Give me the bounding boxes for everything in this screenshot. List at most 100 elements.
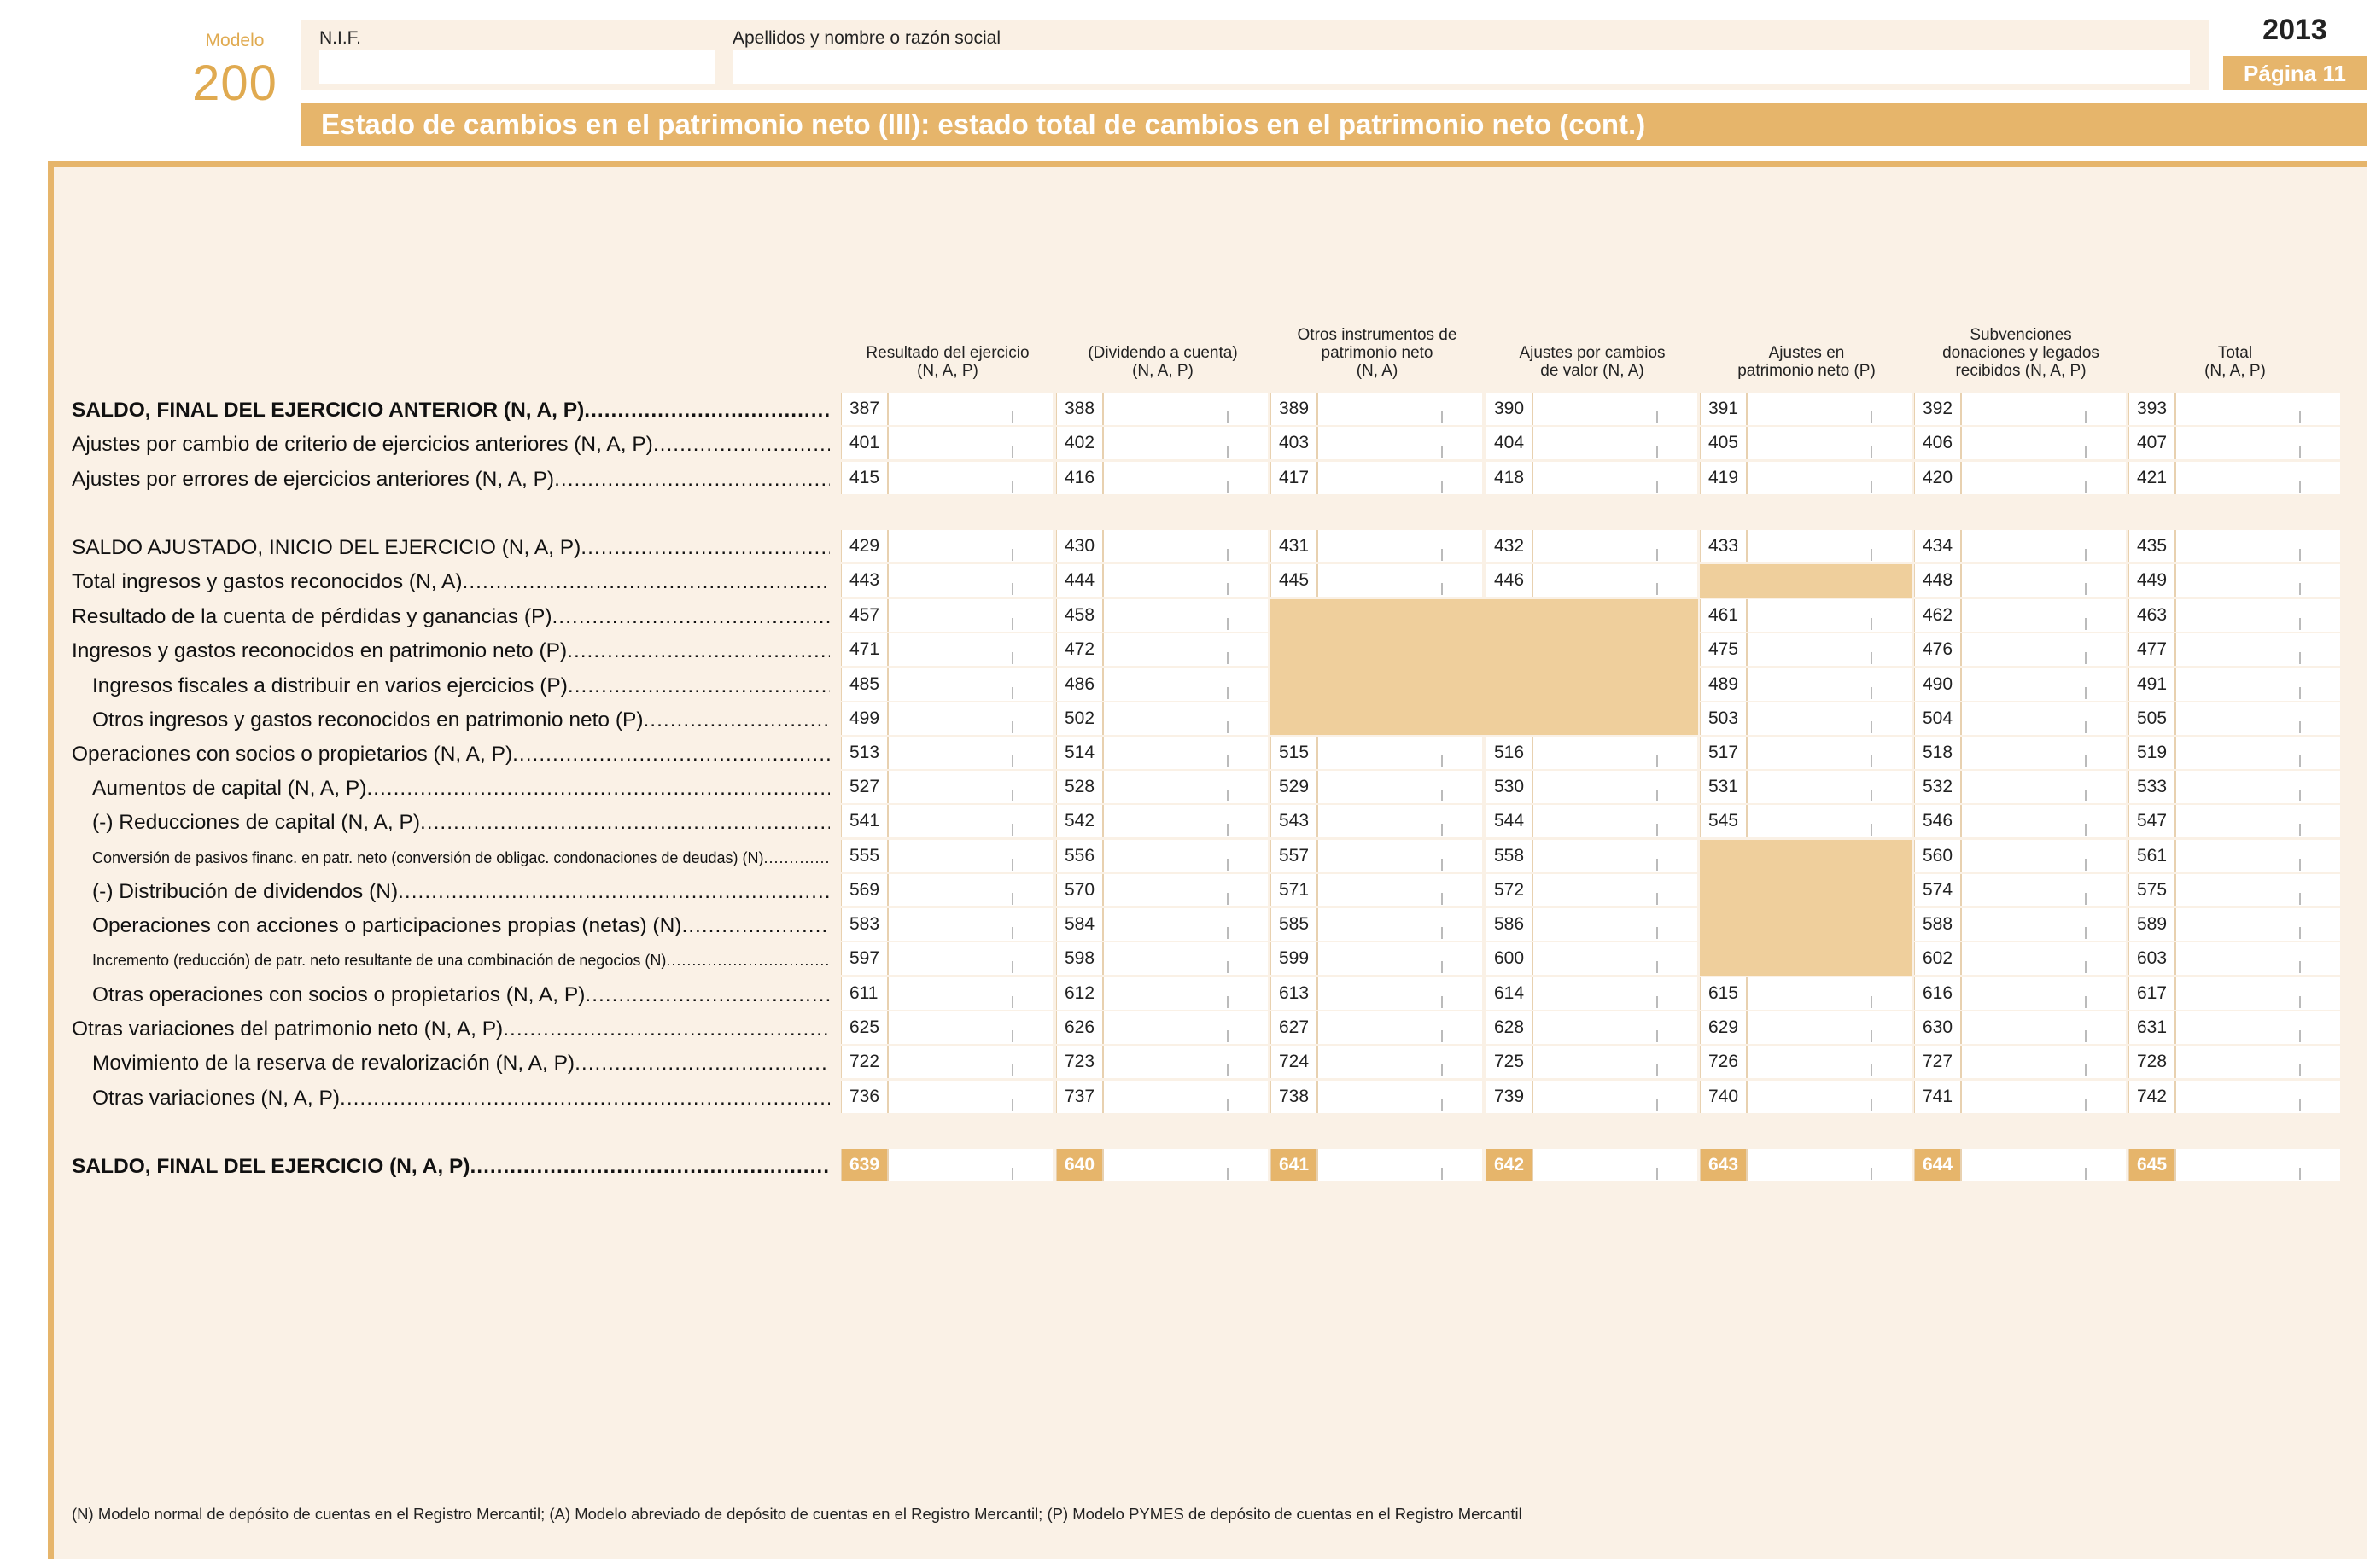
amount-input[interactable] bbox=[2176, 530, 2340, 562]
amount-input[interactable] bbox=[1962, 668, 2126, 701]
amount-input[interactable] bbox=[2176, 805, 2340, 837]
amount-input[interactable] bbox=[1104, 427, 1268, 459]
amount-input[interactable] bbox=[1318, 462, 1482, 494]
amount-input[interactable] bbox=[2176, 942, 2340, 975]
amount-input[interactable] bbox=[1104, 737, 1268, 769]
amount-input[interactable] bbox=[2176, 599, 2340, 632]
amount-input[interactable] bbox=[1962, 977, 2126, 1010]
amount-input[interactable] bbox=[889, 564, 1053, 597]
amount-input[interactable] bbox=[1748, 1081, 1912, 1113]
amount-input[interactable] bbox=[1104, 393, 1268, 425]
amount-input[interactable] bbox=[889, 1149, 1053, 1181]
amount-input[interactable] bbox=[1104, 840, 1268, 872]
amount-input[interactable] bbox=[889, 908, 1053, 941]
amount-input[interactable] bbox=[1104, 1011, 1268, 1044]
amount-input[interactable] bbox=[2176, 737, 2340, 769]
amount-input[interactable] bbox=[2176, 840, 2340, 872]
amount-input[interactable] bbox=[1533, 977, 1697, 1010]
amount-input[interactable] bbox=[1748, 633, 1912, 666]
amount-input[interactable] bbox=[1533, 1011, 1697, 1044]
amount-input[interactable] bbox=[1748, 462, 1912, 494]
amount-input[interactable] bbox=[1104, 977, 1268, 1010]
amount-input[interactable] bbox=[1533, 908, 1697, 941]
amount-input[interactable] bbox=[889, 633, 1053, 666]
amount-input[interactable] bbox=[889, 427, 1053, 459]
amount-input[interactable] bbox=[1104, 462, 1268, 494]
amount-input[interactable] bbox=[1533, 1081, 1697, 1113]
amount-input[interactable] bbox=[1962, 771, 2126, 803]
amount-input[interactable] bbox=[889, 668, 1053, 701]
amount-input[interactable] bbox=[889, 874, 1053, 906]
amount-input[interactable] bbox=[2176, 977, 2340, 1010]
amount-input[interactable] bbox=[889, 530, 1053, 562]
amount-input[interactable] bbox=[889, 840, 1053, 872]
amount-input[interactable] bbox=[1318, 564, 1482, 597]
amount-input[interactable] bbox=[1748, 1046, 1912, 1078]
amount-input[interactable] bbox=[1533, 771, 1697, 803]
amount-input[interactable] bbox=[889, 462, 1053, 494]
amount-input[interactable] bbox=[1533, 1046, 1697, 1078]
amount-input[interactable] bbox=[889, 393, 1053, 425]
amount-input[interactable] bbox=[1748, 737, 1912, 769]
amount-input[interactable] bbox=[2176, 564, 2340, 597]
amount-input[interactable] bbox=[1962, 564, 2126, 597]
amount-input[interactable] bbox=[1962, 1149, 2126, 1181]
amount-input[interactable] bbox=[1104, 668, 1268, 701]
amount-input[interactable] bbox=[2176, 668, 2340, 701]
amount-input[interactable] bbox=[1318, 1011, 1482, 1044]
amount-input[interactable] bbox=[1533, 462, 1697, 494]
amount-input[interactable] bbox=[1104, 942, 1268, 975]
amount-input[interactable] bbox=[1962, 840, 2126, 872]
amount-input[interactable] bbox=[1104, 633, 1268, 666]
amount-input[interactable] bbox=[1962, 1011, 2126, 1044]
amount-input[interactable] bbox=[1962, 530, 2126, 562]
amount-input[interactable] bbox=[1962, 1081, 2126, 1113]
amount-input[interactable] bbox=[1533, 427, 1697, 459]
amount-input[interactable] bbox=[889, 1046, 1053, 1078]
amount-input[interactable] bbox=[889, 702, 1053, 735]
amount-input[interactable] bbox=[1318, 393, 1482, 425]
amount-input[interactable] bbox=[1104, 1149, 1268, 1181]
amount-input[interactable] bbox=[2176, 1081, 2340, 1113]
amount-input[interactable] bbox=[1318, 977, 1482, 1010]
amount-input[interactable] bbox=[1962, 1046, 2126, 1078]
amount-input[interactable] bbox=[2176, 393, 2340, 425]
amount-input[interactable] bbox=[1748, 393, 1912, 425]
nif-input[interactable] bbox=[319, 50, 715, 84]
amount-input[interactable] bbox=[2176, 908, 2340, 941]
amount-input[interactable] bbox=[1533, 564, 1697, 597]
amount-input[interactable] bbox=[1104, 1081, 1268, 1113]
amount-input[interactable] bbox=[1104, 702, 1268, 735]
amount-input[interactable] bbox=[1962, 737, 2126, 769]
amount-input[interactable] bbox=[1104, 874, 1268, 906]
amount-input[interactable] bbox=[889, 1081, 1053, 1113]
amount-input[interactable] bbox=[2176, 462, 2340, 494]
amount-input[interactable] bbox=[1748, 805, 1912, 837]
amount-input[interactable] bbox=[1104, 599, 1268, 632]
amount-input[interactable] bbox=[1748, 1149, 1912, 1181]
amount-input[interactable] bbox=[889, 1011, 1053, 1044]
amount-input[interactable] bbox=[1748, 599, 1912, 632]
amount-input[interactable] bbox=[2176, 427, 2340, 459]
amount-input[interactable] bbox=[1748, 977, 1912, 1010]
amount-input[interactable] bbox=[2176, 1046, 2340, 1078]
amount-input[interactable] bbox=[1104, 908, 1268, 941]
amount-input[interactable] bbox=[1318, 840, 1482, 872]
amount-input[interactable] bbox=[1533, 942, 1697, 975]
amount-input[interactable] bbox=[1962, 633, 2126, 666]
amount-input[interactable] bbox=[889, 599, 1053, 632]
amount-input[interactable] bbox=[1104, 564, 1268, 597]
amount-input[interactable] bbox=[2176, 771, 2340, 803]
amount-input[interactable] bbox=[1533, 840, 1697, 872]
amount-input[interactable] bbox=[1104, 771, 1268, 803]
amount-input[interactable] bbox=[1533, 530, 1697, 562]
amount-input[interactable] bbox=[2176, 1011, 2340, 1044]
amount-input[interactable] bbox=[1318, 942, 1482, 975]
amount-input[interactable] bbox=[1962, 874, 2126, 906]
amount-input[interactable] bbox=[1104, 805, 1268, 837]
amount-input[interactable] bbox=[1318, 771, 1482, 803]
amount-input[interactable] bbox=[1318, 874, 1482, 906]
amount-input[interactable] bbox=[889, 771, 1053, 803]
amount-input[interactable] bbox=[2176, 1149, 2340, 1181]
amount-input[interactable] bbox=[1962, 942, 2126, 975]
